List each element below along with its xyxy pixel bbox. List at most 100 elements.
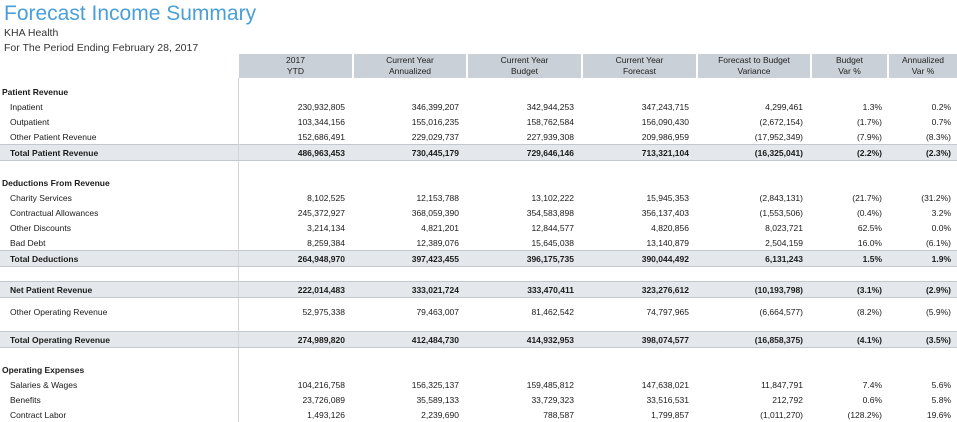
cell-budget-var: 1.5% xyxy=(811,250,888,267)
cell-budget-var: 7.4% xyxy=(862,379,882,390)
cell-variance: 8,023,721 xyxy=(765,222,803,233)
cell-budget: 81,462,542 xyxy=(531,306,574,317)
cell-budget-var: (8.2%) xyxy=(856,306,882,317)
cell-budget-var: (128.2%) xyxy=(847,409,883,420)
col-header-variance: Forecast to Budget Variance xyxy=(696,54,811,78)
cell-ytd: 152,686,491 xyxy=(297,131,345,142)
report-title: Forecast Income Summary xyxy=(4,2,257,25)
cell-budget: 159,485,812 xyxy=(526,379,574,390)
cell-annualized: 229,029,737 xyxy=(411,131,459,142)
cell-budget: 158,762,584 xyxy=(526,116,574,127)
cell-forecast: 209,986,959 xyxy=(641,131,689,142)
table-row: Charity Services 8,102,525 12,153,788 13… xyxy=(0,190,957,205)
cell-variance: (6,664,577) xyxy=(759,306,803,317)
cell-annualized: 730,445,179 xyxy=(353,144,467,161)
cell-budget-var: 16.0% xyxy=(857,237,882,248)
cell-annualized-var: (31.2%) xyxy=(921,192,951,203)
cell-ytd: 52,975,338 xyxy=(302,306,345,317)
cell-variance: 4,299,461 xyxy=(765,101,803,112)
cell-annualized: 412,484,730 xyxy=(353,331,467,348)
row-label: Total Deductions xyxy=(0,250,239,267)
cell-ytd: 486,963,453 xyxy=(238,144,353,161)
cell-ytd: 245,372,927 xyxy=(297,207,345,218)
cell-ytd: 230,932,805 xyxy=(297,101,345,112)
cell-budget-var: (7.9%) xyxy=(856,131,882,142)
row-label: Inpatient xyxy=(0,99,239,114)
cell-annualized: 368,059,390 xyxy=(411,207,459,218)
column-header-row: 2017 YTD Current Year Annualized Current Y… xyxy=(0,54,957,78)
cell-variance: (17,952,349) xyxy=(754,131,803,142)
col-header-annualized-var-pct: Annualized Var % xyxy=(887,54,957,78)
cell-ytd: 264,948,970 xyxy=(238,250,353,267)
cell-variance: (10,193,798) xyxy=(697,281,811,298)
table-row: Benefits 23,726,089 35,589,133 33,729,32… xyxy=(0,392,957,407)
cell-ytd: 8,102,525 xyxy=(307,192,345,203)
cell-budget: 12,844,577 xyxy=(531,222,574,233)
row-label: Total Patient Revenue xyxy=(0,144,239,161)
cell-annualized-var: (5.9%) xyxy=(925,306,951,317)
table-row: Salaries & Wages 104,216,758 156,325,137… xyxy=(0,377,957,392)
cell-forecast: 33,516,531 xyxy=(646,394,689,405)
cell-budget-var: (2.2%) xyxy=(811,144,888,161)
cell-budget: 13,102,222 xyxy=(531,192,574,203)
cell-budget-var: 1.3% xyxy=(862,101,882,112)
cell-annualized-var: (6.1%) xyxy=(925,237,951,248)
cell-variance: (16,858,375) xyxy=(697,331,811,348)
row-label: Contract Labor xyxy=(0,407,239,422)
cell-forecast: 4,820,856 xyxy=(651,222,689,233)
table-row: Contractual Allowances 245,372,927 368,0… xyxy=(0,205,957,220)
cell-annualized-var: 0.7% xyxy=(931,116,951,127)
cell-budget-var: (0.4%) xyxy=(856,207,882,218)
cell-forecast: 74,797,965 xyxy=(646,306,689,317)
cell-variance: 212,792 xyxy=(772,394,803,405)
cell-budget-var: (3.1%) xyxy=(811,281,888,298)
cell-annualized: 79,463,007 xyxy=(416,306,459,317)
col-header-annualized: Current Year Annualized xyxy=(352,54,467,78)
cell-variance: (2,843,131) xyxy=(759,192,803,203)
cell-annualized: 12,389,076 xyxy=(416,237,459,248)
cell-annualized-var: (2.9%) xyxy=(888,281,957,298)
cell-annualized-var: (8.3%) xyxy=(925,131,951,142)
cell-annualized: 155,016,235 xyxy=(411,116,459,127)
cell-annualized-var: 1.9% xyxy=(888,250,957,267)
table-row: Other Discounts 3,214,134 4,821,201 12,8… xyxy=(0,220,957,235)
row-label: Other Patient Revenue xyxy=(0,129,239,145)
cell-annualized: 4,821,201 xyxy=(421,222,459,233)
cell-budget-var: (21.7%) xyxy=(852,192,882,203)
header-blank xyxy=(0,54,238,78)
row-label: Charity Services xyxy=(0,190,239,205)
cell-budget-var: (1.7%) xyxy=(856,116,882,127)
cell-variance: (1,553,506) xyxy=(759,207,803,218)
income-summary-table: 2017 YTD Current Year Annualized Current Y… xyxy=(0,54,957,422)
spacer-row xyxy=(0,347,957,362)
cell-variance: 11,847,791 xyxy=(761,379,803,390)
col-header-budget-var-pct: Budget Var % xyxy=(810,54,888,78)
col-header-forecast: Current Year Forecast xyxy=(581,54,697,78)
cell-ytd: 104,216,758 xyxy=(297,379,345,390)
spacer-row xyxy=(0,78,957,84)
report-header: Forecast Income Summary KHA Health For T… xyxy=(4,2,257,56)
cell-variance: (2,672,154) xyxy=(759,116,803,127)
cell-annualized: 156,325,137 xyxy=(411,379,459,390)
cell-annualized: 35,589,133 xyxy=(416,394,459,405)
cell-ytd: 274,989,820 xyxy=(238,331,353,348)
cell-annualized-var: 5.6% xyxy=(931,379,951,390)
cell-annualized: 2,239,690 xyxy=(421,409,459,420)
total-row: Total Patient Revenue 486,963,453 730,44… xyxy=(0,144,957,161)
row-label: Contractual Allowances xyxy=(0,205,239,220)
cell-annualized-var: 0.0% xyxy=(931,222,951,233)
row-label: Salaries & Wages xyxy=(0,377,239,392)
cell-annualized: 12,153,788 xyxy=(416,192,459,203)
cell-annualized-var: (3.5%) xyxy=(888,331,957,348)
cell-budget: 227,939,308 xyxy=(526,131,574,142)
cell-forecast: 147,638,021 xyxy=(641,379,689,390)
cell-budget-var: 62.5% xyxy=(857,222,882,233)
total-row: Total Operating Revenue 274,989,820 412,… xyxy=(0,331,957,348)
cell-budget: 15,645,038 xyxy=(531,237,574,248)
cell-forecast: 15,945,353 xyxy=(646,192,689,203)
total-row: Net Patient Revenue 222,014,483 333,021,… xyxy=(0,281,957,298)
row-label: Outpatient xyxy=(0,114,239,129)
row-label: Other Operating Revenue xyxy=(0,297,239,325)
row-label: Benefits xyxy=(0,392,239,407)
cell-ytd: 23,726,089 xyxy=(302,394,345,405)
